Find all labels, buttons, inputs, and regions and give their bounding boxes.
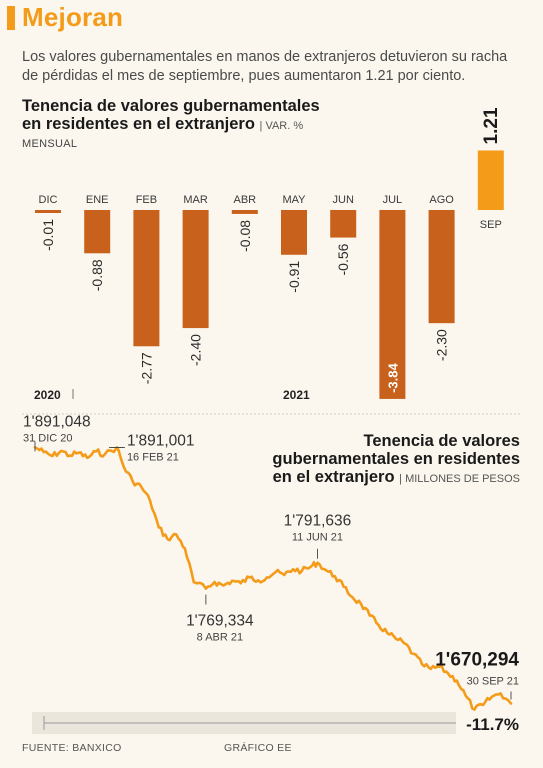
category-label-jul: JUL bbox=[383, 194, 403, 206]
annotation-value-1: 1'891,048 bbox=[23, 413, 91, 430]
headline: Mejoran bbox=[22, 2, 124, 32]
bar-abr bbox=[231, 210, 258, 214]
year-label-2021: 2021 bbox=[283, 388, 310, 402]
bar-feb bbox=[133, 210, 160, 347]
graphic-credit: GRÁFICO EE bbox=[224, 742, 292, 754]
value-label-dic: -0.01 bbox=[40, 219, 56, 251]
bar-chart-title: Tenencia de valores gubernamentales en r… bbox=[22, 97, 422, 135]
category-label-sep: SEP bbox=[480, 219, 502, 231]
annotation-date-3: 8 ABR 21 bbox=[197, 632, 243, 644]
bar-chart-subtitle: MENSUAL bbox=[22, 138, 78, 150]
annotation-date-4: 11 JUN 21 bbox=[292, 532, 343, 544]
bar-mar bbox=[182, 210, 209, 329]
bar-chart-year-axis: 2020 2021 bbox=[34, 388, 310, 402]
bar-ene bbox=[84, 210, 111, 254]
value-label-jul: -3.84 bbox=[385, 363, 400, 393]
line-chart: 1'891,048 31 DIC 20 1'891,001 16 FEB 21 1'76… bbox=[23, 413, 519, 711]
annotation-date-1: 31 DIC 20 bbox=[23, 432, 73, 444]
source-note: FUENTE: BANXICO bbox=[22, 742, 122, 754]
bar-chart-title-line2: en residentes en el extranjero bbox=[22, 115, 255, 133]
category-label-mar: MAR bbox=[183, 194, 208, 206]
category-label-may: MAY bbox=[282, 194, 306, 206]
annotation-value-3: 1'769,334 bbox=[186, 613, 254, 630]
total-change-label: -11.7% bbox=[466, 715, 519, 734]
annotation-value-5: 1'670,294 bbox=[435, 649, 519, 670]
total-change-bar: -11.7% bbox=[32, 712, 519, 734]
category-label-jun: JUN bbox=[333, 194, 354, 206]
intro-text: Los valores gubernamentales en manos de … bbox=[22, 49, 508, 84]
value-label-ene: -0.88 bbox=[89, 259, 105, 291]
line-chart-title-line3: en el extranjero bbox=[272, 468, 395, 486]
category-label-ene: ENE bbox=[86, 194, 109, 206]
bar-chart-title-line1: Tenencia de valores gubernamentales bbox=[22, 97, 320, 115]
value-label-abr: -0.08 bbox=[237, 220, 253, 252]
bar-sep bbox=[477, 150, 504, 210]
category-label-ago: AGO bbox=[429, 194, 454, 206]
annotation-date-2: 16 FEB 21 bbox=[127, 451, 179, 463]
bar-ago bbox=[428, 210, 455, 324]
value-label-ago: -2.30 bbox=[434, 329, 450, 361]
value-label-jun: -0.56 bbox=[335, 243, 351, 275]
annotation-value-4: 1'791,636 bbox=[284, 513, 352, 530]
headline-accent-bar bbox=[7, 6, 15, 30]
value-label-mar: -2.40 bbox=[188, 334, 204, 366]
line-chart-title-line2: gubernamentales en residentes bbox=[272, 450, 520, 468]
category-label-feb: FEB bbox=[136, 194, 157, 206]
bar-jul bbox=[379, 210, 406, 399]
year-label-2020: 2020 bbox=[34, 388, 61, 402]
line-chart-unit: | MILLONES DE PESOS bbox=[399, 473, 520, 485]
annotation-date-5: 30 SEP 21 bbox=[467, 675, 519, 687]
line-chart-title-line1: Tenencia de valores bbox=[363, 432, 520, 450]
bar-chart-unit: | VAR. % bbox=[259, 120, 304, 132]
value-label-sep: 1.21 bbox=[481, 107, 502, 144]
category-label-abr: ABR bbox=[233, 194, 256, 206]
annotation-value-2: 1'891,001 bbox=[127, 432, 195, 449]
bar-may bbox=[281, 210, 307, 255]
bar-chart: DIC -0.01 ENE -0.88 FEB -2.77 MAR -2.40 ABR -0.08… bbox=[35, 107, 504, 399]
bar-jun bbox=[330, 210, 357, 238]
category-label-dic: DIC bbox=[39, 194, 58, 206]
bar-dic bbox=[35, 210, 61, 213]
line-chart-title: Tenencia de valores gubernamentales en r… bbox=[240, 432, 520, 488]
value-label-may: -0.91 bbox=[286, 261, 302, 293]
value-label-feb: -2.77 bbox=[138, 352, 154, 384]
